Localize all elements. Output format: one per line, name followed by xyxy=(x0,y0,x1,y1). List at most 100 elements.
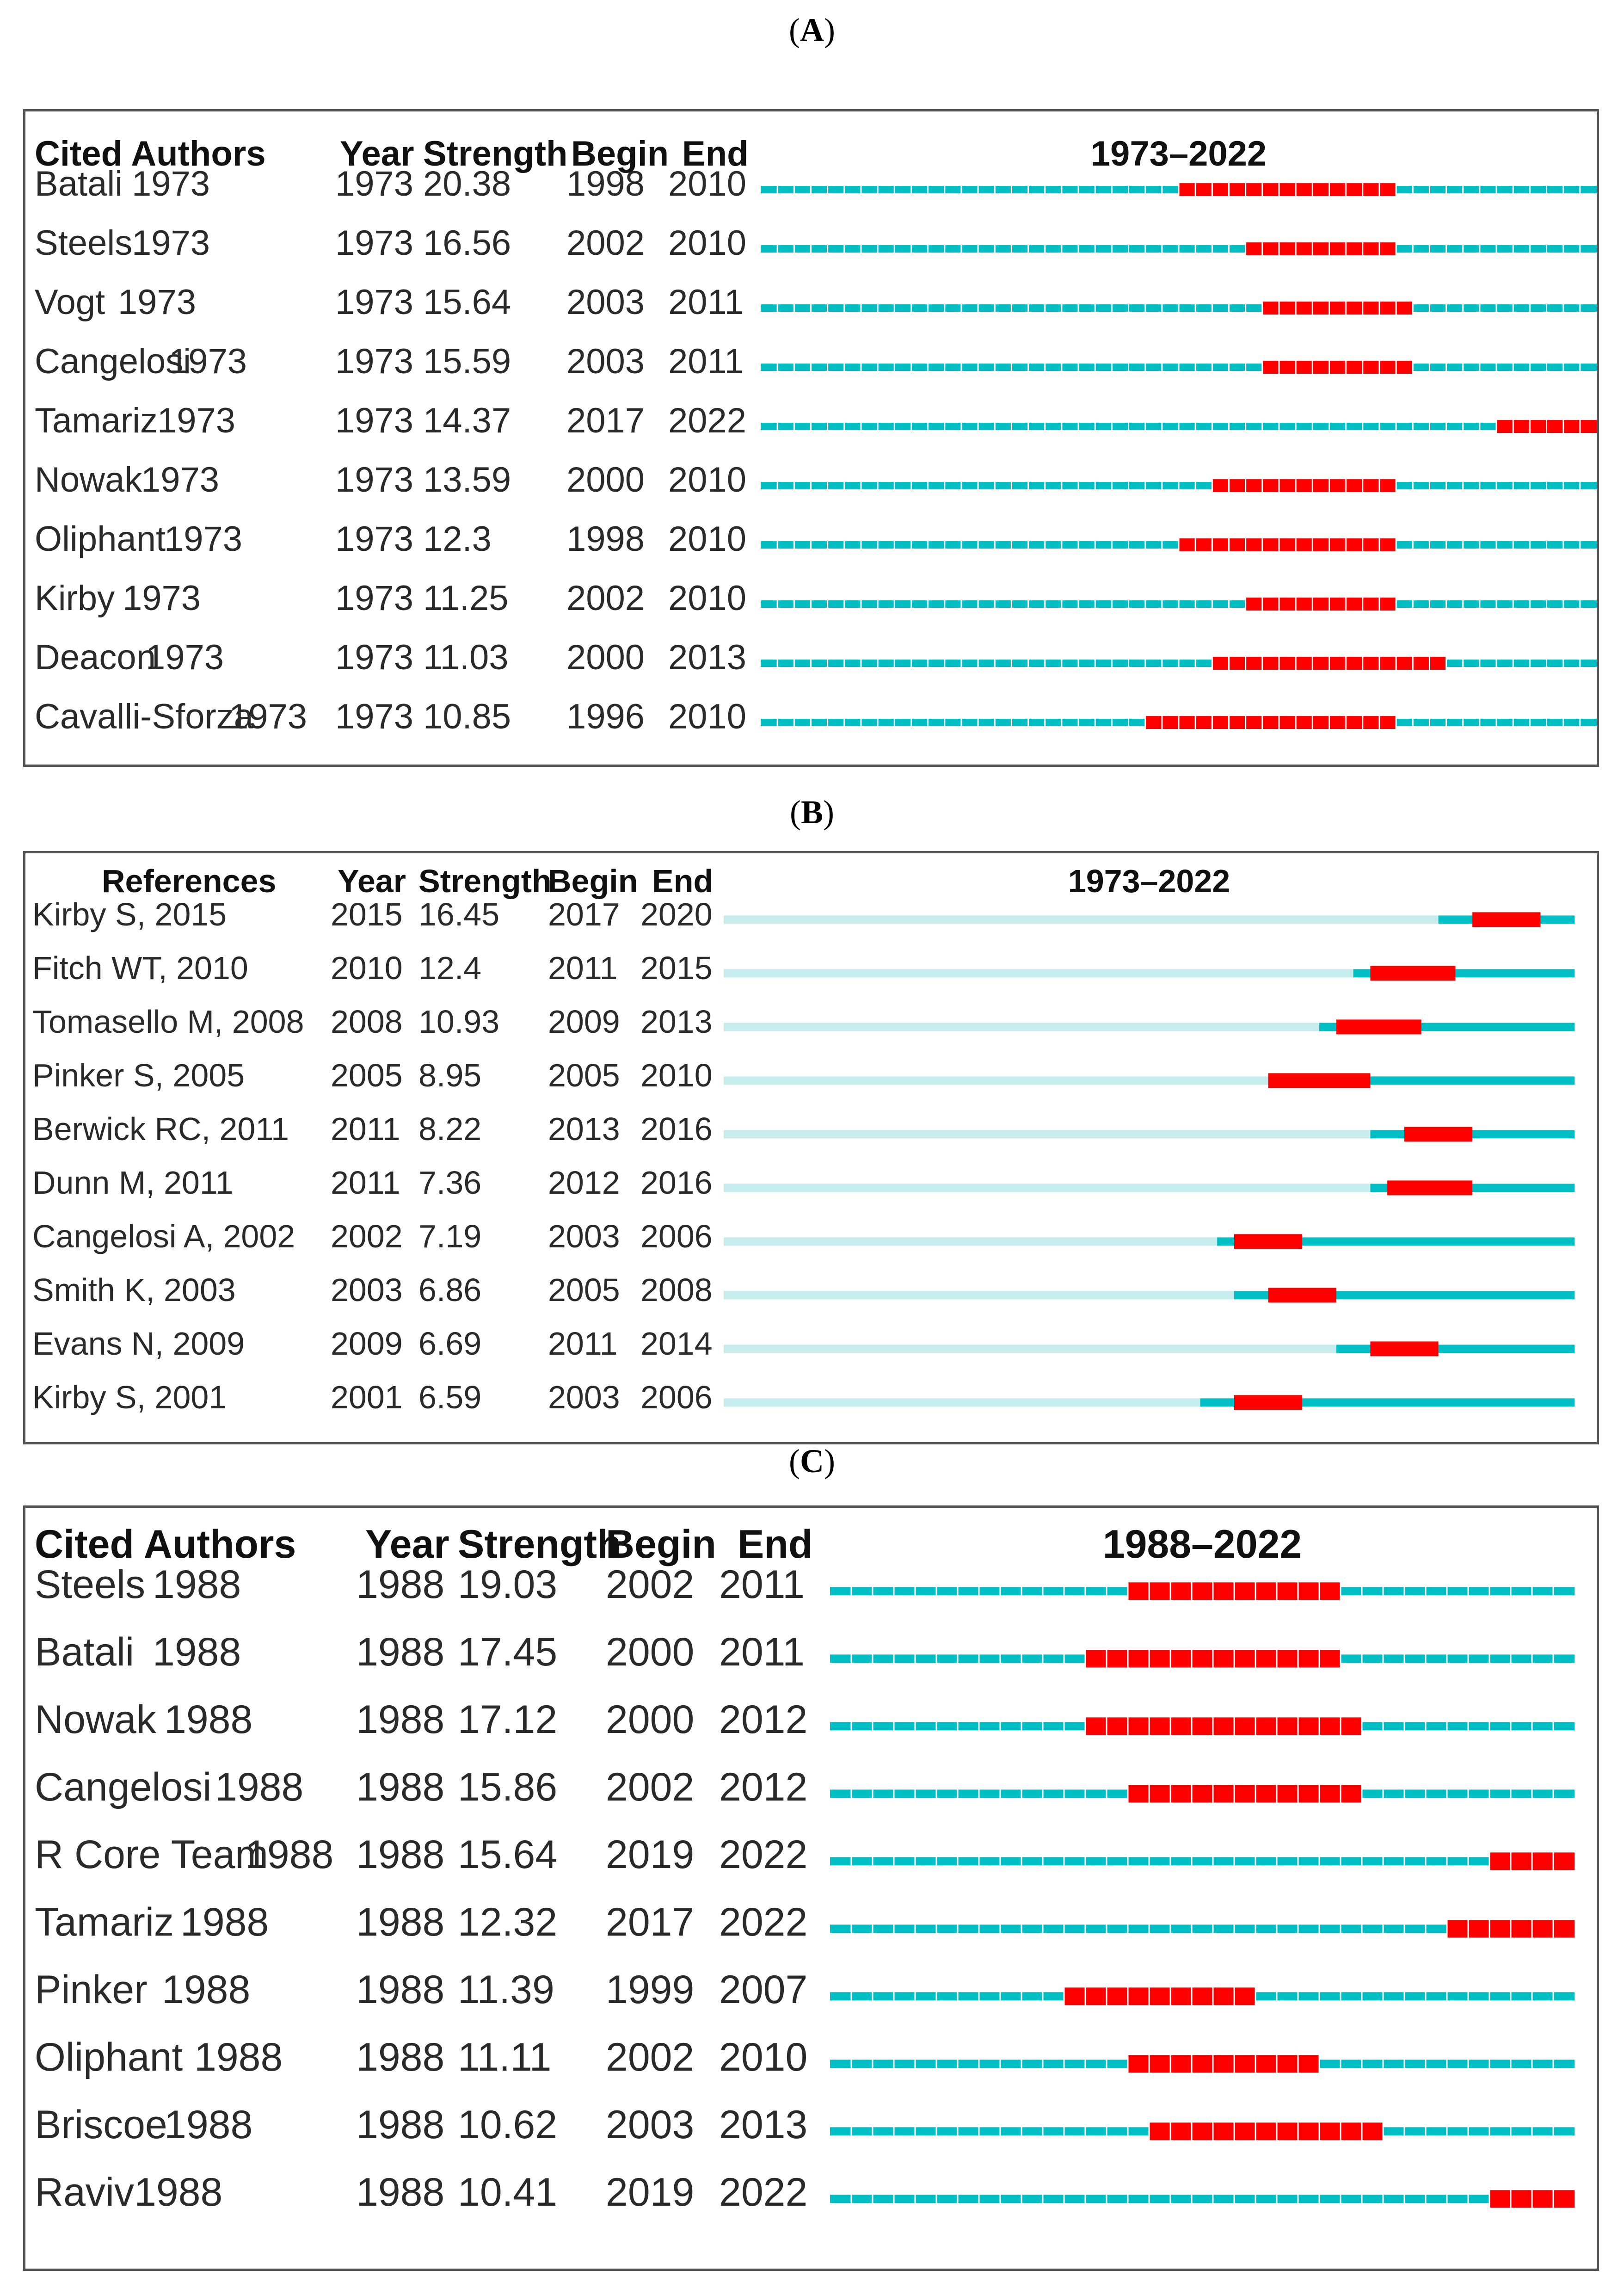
row-name: Kirby xyxy=(35,578,115,618)
timeline-before-publication xyxy=(724,1345,1336,1353)
burst-bar xyxy=(1064,1987,1255,2005)
burst-timelines xyxy=(761,183,1597,729)
row-name-year: 1988 xyxy=(134,2170,223,2214)
row-name: Smith K, 2003 xyxy=(32,1271,236,1308)
row-year: 1973 xyxy=(335,697,414,736)
row-strength: 11.11 xyxy=(458,2035,552,2079)
row-strength: 10.85 xyxy=(423,697,511,736)
row-name: Cangelosi A, 2002 xyxy=(32,1218,295,1254)
row-name: Pinker S, 2005 xyxy=(32,1057,245,1093)
citation-burst-panel-b: References Year Strength Begin End 1973–2022 K… xyxy=(23,851,1599,1444)
row-year: 1973 xyxy=(335,223,414,263)
row-begin: 1999 xyxy=(606,1967,695,2012)
row-name-year: 1988 xyxy=(245,1832,334,1877)
row-end: 2010 xyxy=(719,2035,808,2079)
row-end: 2012 xyxy=(719,1764,808,1809)
row-begin: 2005 xyxy=(548,1271,620,1308)
row-year: 1988 xyxy=(356,2102,445,2147)
row-strength: 6.86 xyxy=(418,1271,482,1308)
row-strength: 16.56 xyxy=(423,223,511,263)
timeline-before-publication xyxy=(724,969,1353,978)
column-header-year: Year xyxy=(340,134,414,173)
row-end: 2016 xyxy=(640,1110,713,1147)
row-year: 2002 xyxy=(331,1218,403,1254)
burst-timelines xyxy=(830,1582,1575,2208)
burst-bar xyxy=(1370,966,1456,981)
row-begin: 2000 xyxy=(566,637,645,677)
row-end: 2013 xyxy=(668,637,747,677)
row-name: Nowak xyxy=(35,1697,156,1742)
burst-bar xyxy=(1245,242,1396,256)
row-name: Cangelosi xyxy=(35,1764,212,1809)
row-name: Evans N, 2009 xyxy=(32,1325,245,1362)
row-strength: 11.39 xyxy=(458,1967,554,2012)
burst-bar xyxy=(1234,1395,1303,1410)
timeline-active xyxy=(1217,1237,1575,1246)
row-end: 2022 xyxy=(719,2170,808,2214)
row-begin: 1998 xyxy=(566,164,645,204)
row-begin: 2000 xyxy=(606,1697,695,1742)
row-year: 2008 xyxy=(331,1003,403,1040)
row-name-year: 1973 xyxy=(169,341,247,381)
row-begin: 2017 xyxy=(548,896,620,932)
burst-bar xyxy=(1262,302,1413,315)
row-begin: 2002 xyxy=(606,1562,695,1607)
row-name-year: 1973 xyxy=(132,223,210,263)
row-name: Berwick RC, 2011 xyxy=(32,1110,289,1147)
timeline-active xyxy=(830,1857,1575,1866)
citation-burst-panel-c: Cited Authors Year Strength Begin End 1988–20… xyxy=(23,1505,1599,2271)
column-header-begin: Begin xyxy=(571,134,669,173)
row-year: 1988 xyxy=(356,1900,445,1944)
panel-label-c: (C) xyxy=(789,1443,835,1480)
row-year: 1973 xyxy=(335,578,414,618)
row-name: Nowak xyxy=(35,460,142,500)
row-year: 2003 xyxy=(331,1271,403,1308)
burst-bar xyxy=(1262,361,1413,374)
row-strength: 8.22 xyxy=(418,1110,482,1147)
row-begin: 2000 xyxy=(606,1629,695,1674)
burst-timelines xyxy=(724,912,1575,1410)
row-end: 2014 xyxy=(640,1325,713,1362)
row-year: 1988 xyxy=(356,1562,445,1607)
column-header-end: End xyxy=(738,1522,813,1567)
row-name-year: 1988 xyxy=(180,1900,269,1944)
row-name-year: 1988 xyxy=(164,1697,253,1742)
timeline-before-publication xyxy=(724,1130,1371,1139)
row-name: Tomasello M, 2008 xyxy=(32,1003,304,1040)
row-year: 2001 xyxy=(331,1379,403,1415)
row-end: 2011 xyxy=(719,1629,805,1674)
column-header-strength: Strength xyxy=(458,1522,621,1567)
row-name-year: 1988 xyxy=(215,1764,304,1809)
row-name-year: 1973 xyxy=(132,164,210,204)
row-name: Cavalli-Sforza xyxy=(35,697,254,736)
timeline-active xyxy=(830,1924,1575,1933)
row-year: 1988 xyxy=(356,1967,445,2012)
row-begin: 1996 xyxy=(566,697,645,736)
row-year: 1973 xyxy=(335,401,414,440)
column-header-begin: Begin xyxy=(548,863,638,899)
column-header-names: Cited Authors xyxy=(35,1522,296,1567)
row-begin: 2002 xyxy=(606,1764,695,1809)
burst-bar xyxy=(1387,1180,1473,1196)
row-strength: 10.41 xyxy=(458,2170,558,2214)
row-end: 2013 xyxy=(719,2102,808,2147)
row-strength: 10.62 xyxy=(458,2102,558,2147)
row-end: 2022 xyxy=(668,401,747,440)
row-end: 2013 xyxy=(640,1003,713,1040)
row-year: 2015 xyxy=(331,896,403,932)
burst-bar xyxy=(1245,598,1396,611)
row-name: Fitch WT, 2010 xyxy=(32,950,248,986)
row-end: 2012 xyxy=(719,1697,808,1742)
row-end: 2007 xyxy=(719,1967,808,2012)
row-name: Raviv xyxy=(35,2170,135,2214)
row-strength: 15.86 xyxy=(458,1764,558,1809)
row-strength: 7.36 xyxy=(418,1164,482,1201)
burst-bar xyxy=(1145,716,1396,729)
panel-label-b: (B) xyxy=(790,794,834,831)
row-begin: 2011 xyxy=(548,950,618,986)
row-end: 2010 xyxy=(640,1057,713,1093)
panel-label-a: (A) xyxy=(789,12,835,49)
burst-bar xyxy=(1212,479,1396,493)
period-label: 1973–2022 xyxy=(1090,134,1267,173)
row-name-year: 1973 xyxy=(141,460,220,500)
